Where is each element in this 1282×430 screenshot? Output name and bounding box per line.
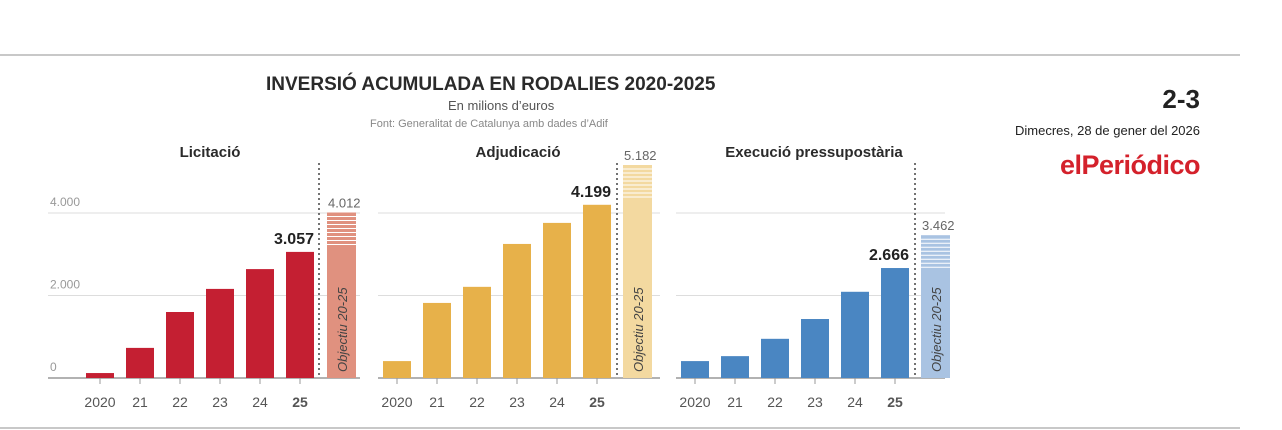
bar-21 bbox=[721, 356, 749, 378]
page-number: 2-3 bbox=[1162, 84, 1200, 114]
bar-2020 bbox=[383, 361, 411, 378]
panel-title: Execució pressupostària bbox=[725, 144, 903, 161]
bar-23 bbox=[206, 288, 234, 378]
bar-25 bbox=[286, 251, 314, 378]
bar-23 bbox=[801, 319, 829, 378]
target-label: Objectiu 20-25 bbox=[631, 287, 646, 372]
x-tick-label: 22 bbox=[172, 394, 188, 410]
chart-subtitle: En milions d’euros bbox=[448, 98, 555, 113]
chart-title: INVERSIÓ ACUMULADA EN RODALIES 2020-2025 bbox=[266, 74, 716, 95]
target-bar bbox=[623, 165, 652, 378]
bar-25 bbox=[583, 204, 611, 378]
x-tick-label: 24 bbox=[252, 394, 268, 410]
elperiodico-logo: elPeriódico bbox=[1059, 150, 1201, 180]
y-tick-label: 4.000 bbox=[50, 195, 80, 209]
value-label: 4.199 bbox=[571, 184, 611, 201]
bar-22 bbox=[166, 312, 194, 378]
bar-23 bbox=[503, 243, 531, 378]
value-label: 3.057 bbox=[274, 231, 314, 248]
target-value-label: 5.182 bbox=[624, 148, 657, 163]
x-tick-label: 2020 bbox=[381, 394, 412, 410]
bar-24 bbox=[246, 269, 274, 378]
y-tick-label: 2.000 bbox=[50, 278, 80, 292]
x-tick-label: 24 bbox=[549, 394, 565, 410]
x-tick-label: 21 bbox=[429, 394, 445, 410]
target-value-label: 4.012 bbox=[328, 196, 361, 211]
bar-24 bbox=[841, 291, 869, 378]
value-label: 2.666 bbox=[869, 247, 909, 264]
top-rule bbox=[0, 54, 1240, 56]
bar-22 bbox=[761, 338, 789, 378]
x-tick-label: 21 bbox=[727, 394, 743, 410]
x-tick-label: 2020 bbox=[679, 394, 710, 410]
y-tick-label: 0 bbox=[50, 360, 57, 374]
x-tick-label: 23 bbox=[509, 394, 525, 410]
target-label: Objectiu 20-25 bbox=[929, 287, 944, 372]
bar-25 bbox=[881, 268, 909, 378]
target-label: Objectiu 20-25 bbox=[335, 287, 350, 372]
chart-source: Font: Generalitat de Catalunya amb dades… bbox=[370, 118, 608, 130]
x-tick-label: 24 bbox=[847, 394, 863, 410]
x-tick-label: 22 bbox=[469, 394, 485, 410]
x-tick-label: 2020 bbox=[84, 394, 115, 410]
bottom-rule bbox=[0, 427, 1240, 429]
bar-2020 bbox=[86, 373, 114, 378]
publication-date: Dimecres, 28 de gener del 2026 bbox=[1014, 123, 1200, 138]
x-tick-label: 21 bbox=[132, 394, 148, 410]
x-tick-label: 25 bbox=[292, 394, 308, 410]
x-tick-label: 23 bbox=[807, 394, 823, 410]
bar-21 bbox=[423, 302, 451, 378]
bar-21 bbox=[126, 347, 154, 378]
x-tick-label: 25 bbox=[589, 394, 605, 410]
x-tick-label: 25 bbox=[887, 394, 903, 410]
x-tick-label: 23 bbox=[212, 394, 228, 410]
x-tick-label: 22 bbox=[767, 394, 783, 410]
target-value-label: 3.462 bbox=[922, 218, 955, 233]
bar-2020 bbox=[681, 361, 709, 378]
panel-title: Licitació bbox=[180, 144, 241, 161]
panel-title: Adjudicació bbox=[475, 144, 560, 161]
bar-24 bbox=[543, 222, 571, 378]
bar-22 bbox=[463, 286, 491, 378]
